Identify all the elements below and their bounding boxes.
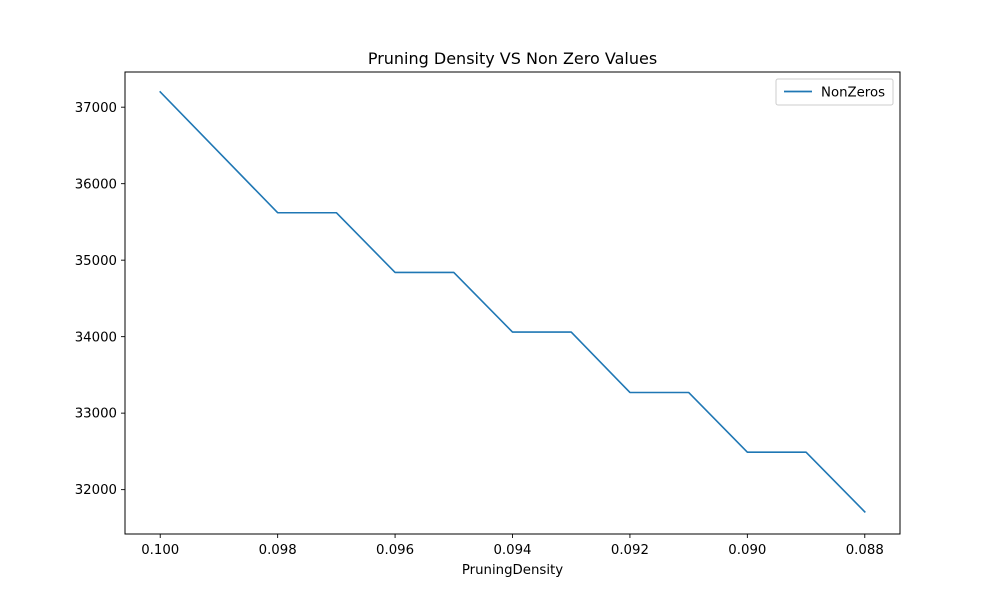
x-tick-label: 0.088 [846,543,884,558]
x-tick-label: 0.090 [728,543,766,558]
plot-area: 0.100 0.098 0.096 0.094 0.092 0.090 0.088 32000… [75,90,884,558]
x-tick-label: 0.098 [259,543,297,558]
x-tick-label: 0.096 [376,543,414,558]
y-tick-label: 32000 [75,483,117,498]
y-tick-label: 37000 [75,101,117,116]
y-tick-label: 33000 [75,407,117,422]
y-tick-label: 35000 [75,254,117,269]
x-axis-title: PruningDensity [462,563,563,578]
plot-frame [124,71,901,535]
x-tick-label: 0.100 [141,543,179,558]
legend-box [775,78,894,106]
series-line-nonzeros [159,90,866,513]
legend-label: NonZeros [821,86,885,101]
chart-title: Pruning Density VS Non Zero Values [368,49,657,68]
legend: NonZeros [775,78,894,106]
y-tick-label: 36000 [75,177,117,192]
x-tick-label: 0.092 [611,543,649,558]
x-tick-label: 0.094 [493,543,531,558]
y-tick-label: 34000 [75,330,117,345]
